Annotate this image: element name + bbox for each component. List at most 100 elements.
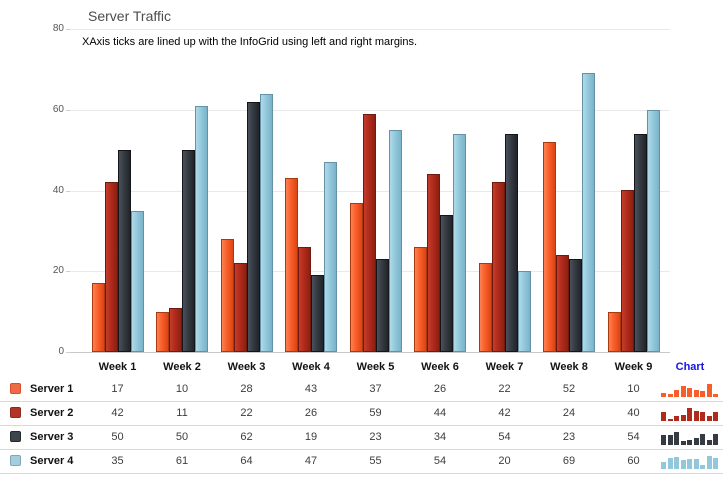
gridline [70,109,670,111]
spark-bar [680,460,686,469]
spark-bar [661,462,666,469]
bar-server-2-week-1 [104,182,118,352]
grid-cell-server-3-week-1: 50 [111,431,124,443]
info-grid-header-row: Chart Week 1 Week 2 Week 3 Week 4 Week 5 Week… [0,358,723,377]
spark-bar [700,465,705,469]
bar-group-week-5 [349,114,402,352]
spark-bar [667,394,673,397]
info-grid: Server 1 17 10 28 43 37 26 22 52 10 Server 2 42 11 22… [0,378,723,474]
spark-bar [680,415,686,421]
bar-group-week-1 [91,150,144,352]
y-axis-tick [66,29,70,30]
legend-swatch-server-1 [10,383,21,394]
bar-group-week-6 [414,134,466,352]
spark-bar [674,432,679,445]
legend-swatch-server-3 [10,431,21,442]
bar-server-1-week-1 [91,283,105,352]
grid-cell-server-2-week-6: 44 [433,407,447,419]
sparkline-server-4 [661,455,719,469]
series-label-server-1: Server 1 [30,383,74,395]
grid-cell-server-4-week-1: 35 [111,455,124,467]
bar-group-week-3 [220,94,273,352]
y-axis-tick-label: 0 [58,346,64,357]
bar-server-2-week-2 [169,308,182,352]
bar-server-4-week-3 [259,94,273,352]
grid-cell-server-4-week-7: 20 [498,455,511,467]
spark-bar [687,408,692,421]
grid-cell-server-1-week-1: 17 [111,383,124,395]
spark-bar [706,440,712,445]
bar-server-1-week-5 [349,203,363,352]
grid-cell-server-4-week-9: 60 [627,455,640,467]
spark-bar [667,458,673,469]
series-label-server-4: Server 4 [30,455,74,467]
grid-cell-server-2-week-5: 59 [369,407,382,419]
chart-title: Server Traffic [88,8,171,24]
bar-server-3-week-7 [504,134,518,352]
bar-server-3-week-4 [311,275,324,352]
spark-bar [687,440,692,445]
week-header-week-6: Week 6 [421,361,459,373]
spark-bar [713,394,718,397]
bar-server-1-week-6 [414,247,427,352]
spark-bar [687,388,692,397]
spark-bar [713,458,718,469]
grid-cell-server-1-week-2: 10 [175,383,189,395]
grid-cell-server-1-week-4: 43 [304,383,318,395]
bar-server-3-week-3 [246,102,260,352]
grid-row-server-4: Server 4 35 61 64 47 55 54 20 69 60 [0,450,723,474]
legend-swatch-server-2 [10,407,21,418]
week-header-week-8: Week 8 [550,361,588,373]
grid-cell-server-4-week-5: 55 [369,455,382,467]
chart-column-header[interactable]: Chart [675,361,705,373]
sparkline-server-1 [661,383,719,397]
bar-server-1-week-4 [285,178,298,352]
grid-cell-server-3-week-9: 54 [627,431,640,443]
spark-bar [713,412,718,421]
y-axis-tick-label: 40 [52,184,64,196]
bar-group-week-4 [285,162,337,352]
grid-cell-server-2-week-2: 11 [176,407,188,419]
spark-bar [693,411,699,421]
y-axis-tick [66,352,70,353]
bar-server-4-week-1 [130,211,144,352]
gridline [70,29,670,30]
spark-bar [661,393,666,397]
spark-bar [674,416,679,421]
sparkline-server-2 [661,407,719,421]
spark-bar [661,412,666,421]
bar-server-4-week-8 [582,73,595,352]
bar-group-week-7 [478,134,531,352]
spark-bar [674,390,679,397]
bar-server-4-week-7 [517,271,531,352]
bar-server-3-week-2 [182,150,195,352]
bar-server-3-week-6 [440,215,453,352]
grid-cell-server-3-week-7: 54 [498,431,511,443]
y-axis-tick [66,190,70,192]
bar-server-1-week-9 [607,312,621,352]
grid-row-server-3: Server 3 50 50 62 19 23 34 54 23 54 [0,426,723,450]
y-axis-tick-label: 20 [52,265,64,277]
grid-cell-server-2-week-9: 40 [627,407,640,419]
spark-bar [667,435,673,445]
bar-server-1-week-3 [220,239,234,352]
spark-bar [661,435,666,445]
bar-server-4-week-9 [646,110,660,352]
series-label-server-3: Server 3 [30,431,74,443]
grid-cell-server-3-week-3: 62 [240,431,253,443]
bar-group-week-2 [156,106,208,352]
bar-server-3-week-5 [375,259,389,352]
grid-cell-server-1-week-8: 52 [562,383,576,395]
grid-cell-server-1-week-6: 26 [433,383,447,395]
grid-cell-server-3-week-4: 19 [304,431,318,443]
y-axis-tick-label: 80 [52,23,64,34]
grid-row-server-2: Server 2 42 11 22 26 59 44 42 24 40 [0,402,723,426]
bar-server-2-week-8 [556,255,569,352]
bar-server-2-week-4 [298,247,311,352]
series-label-server-2: Server 2 [30,407,74,419]
bar-server-3-week-8 [569,259,582,352]
week-header-week-1: Week 1 [98,361,137,373]
grid-cell-server-2-week-3: 22 [240,407,253,419]
spark-bar [667,419,673,421]
grid-cell-server-4-week-6: 54 [433,455,447,467]
